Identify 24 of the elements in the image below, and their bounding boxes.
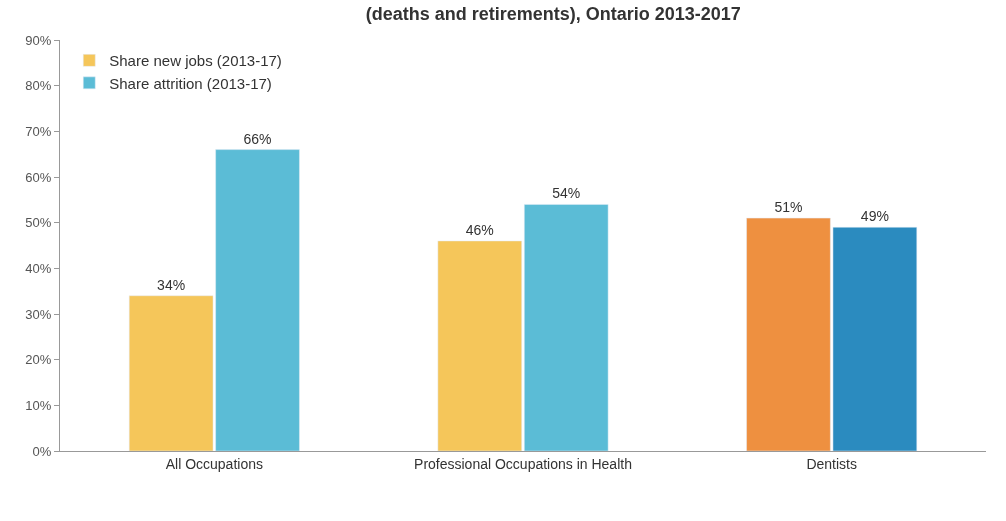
bar	[437, 240, 522, 451]
y-tick-label: 30%	[25, 306, 52, 322]
data-label: 34%	[157, 276, 186, 293]
data-label: 46%	[465, 221, 494, 238]
data-label: 54%	[552, 185, 581, 202]
y-tick-label: 20%	[25, 352, 52, 368]
y-tick-label: 90%	[25, 32, 52, 48]
legend-label: Share attrition (2013-17)	[109, 74, 272, 92]
y-tick-label: 0%	[32, 443, 52, 459]
y-tick-label: 10%	[25, 397, 52, 413]
y-tick-label: 80%	[25, 78, 52, 94]
y-tick-label: 40%	[25, 260, 52, 276]
data-label: 66%	[243, 130, 272, 147]
x-tick-label: All Occupations	[165, 455, 263, 472]
x-tick-label: Professional Occupations in Health	[414, 455, 632, 472]
data-label: 51%	[774, 199, 803, 216]
x-tick-label: Dentists	[806, 455, 857, 472]
y-tick-label: 70%	[25, 123, 52, 139]
chart-title: (deaths and retirements), Ontario 2013-2017	[365, 4, 741, 25]
legend-label: Share new jobs (2013-17)	[109, 52, 282, 70]
bar	[524, 204, 609, 451]
data-label: 49%	[860, 208, 889, 225]
y-tick-label: 50%	[25, 215, 52, 231]
y-tick-label: 60%	[25, 169, 52, 185]
